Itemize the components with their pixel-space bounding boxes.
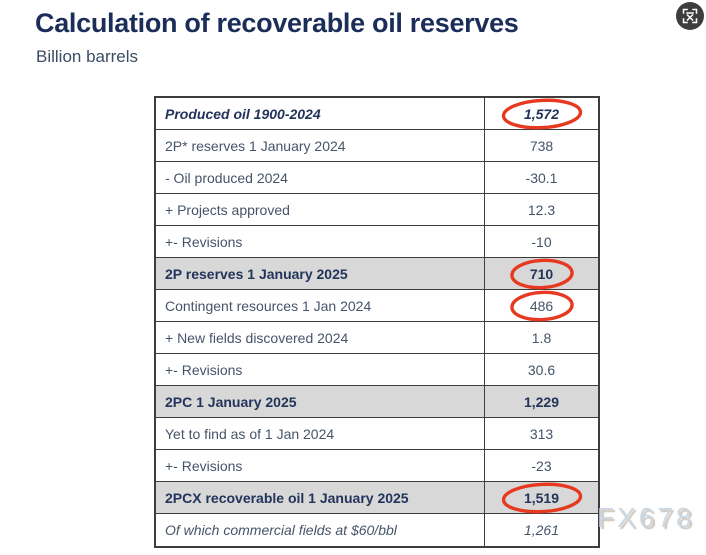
row-value: 738	[529, 137, 554, 154]
table-row: + Projects approved 12.3	[156, 194, 598, 226]
row-value: 1,261	[523, 522, 560, 538]
row-value: 1,519	[523, 489, 560, 506]
table-row: + New fields discovered 2024 1.8	[156, 322, 598, 354]
row-label: Produced oil 1900-2024	[156, 98, 485, 129]
row-value: 1,229	[523, 393, 560, 410]
row-label: +- Revisions	[156, 226, 485, 257]
row-label: - Oil produced 2024	[156, 162, 485, 193]
row-value: 710	[529, 265, 554, 282]
reserves-table: Produced oil 1900-2024 1,572 2P* reserves …	[154, 96, 600, 548]
table-row: Yet to find as of 1 Jan 2024 313	[156, 418, 598, 450]
table-row: 2P* reserves 1 January 2024 738	[156, 130, 598, 162]
table-row: +- Revisions 30.6	[156, 354, 598, 386]
table-row: Produced oil 1900-2024 1,572	[156, 98, 598, 130]
row-value: 1.8	[531, 329, 552, 346]
table-row: 2PC 1 January 2025 1,229	[156, 386, 598, 418]
row-label: Contingent resources 1 Jan 2024	[156, 290, 485, 321]
watermark: FX678	[597, 502, 695, 533]
row-label: 2PC 1 January 2025	[156, 386, 485, 417]
row-label: 2P reserves 1 January 2025	[156, 258, 485, 289]
table-row: - Oil produced 2024 -30.1	[156, 162, 598, 194]
row-label: 2PCX recoverable oil 1 January 2025	[156, 482, 485, 513]
screen-capture-translate-icon[interactable]	[676, 2, 704, 30]
table-row: +- Revisions -10	[156, 226, 598, 258]
table-row: 2P reserves 1 January 2025 710	[156, 258, 598, 290]
row-label: +- Revisions	[156, 354, 485, 385]
row-label: + Projects approved	[156, 194, 485, 225]
row-label: Of which commercial fields at $60/bbl	[156, 514, 485, 546]
row-value: 313	[529, 425, 554, 442]
row-value: 1,572	[523, 105, 560, 122]
table-row: Of which commercial fields at $60/bbl 1,2…	[156, 514, 598, 546]
table-row: Contingent resources 1 Jan 2024 486	[156, 290, 598, 322]
row-label: Yet to find as of 1 Jan 2024	[156, 418, 485, 449]
row-label: + New fields discovered 2024	[156, 322, 485, 353]
row-value: -10	[531, 233, 552, 250]
page-subtitle: Billion barrels	[36, 47, 139, 66]
row-label: +- Revisions	[156, 450, 485, 481]
row-value: -23	[531, 457, 552, 474]
page-title: Calculation of recoverable oil reserves	[35, 8, 519, 38]
row-label: 2P* reserves 1 January 2024	[156, 130, 485, 161]
table-row: +- Revisions -23	[156, 450, 598, 482]
row-value: 12.3	[527, 201, 556, 218]
table-row: 2PCX recoverable oil 1 January 2025 1,519	[156, 482, 598, 514]
row-value: 486	[529, 297, 554, 314]
row-value: -30.1	[525, 169, 558, 186]
capture-glyph	[682, 8, 698, 24]
row-value: 30.6	[527, 361, 556, 378]
